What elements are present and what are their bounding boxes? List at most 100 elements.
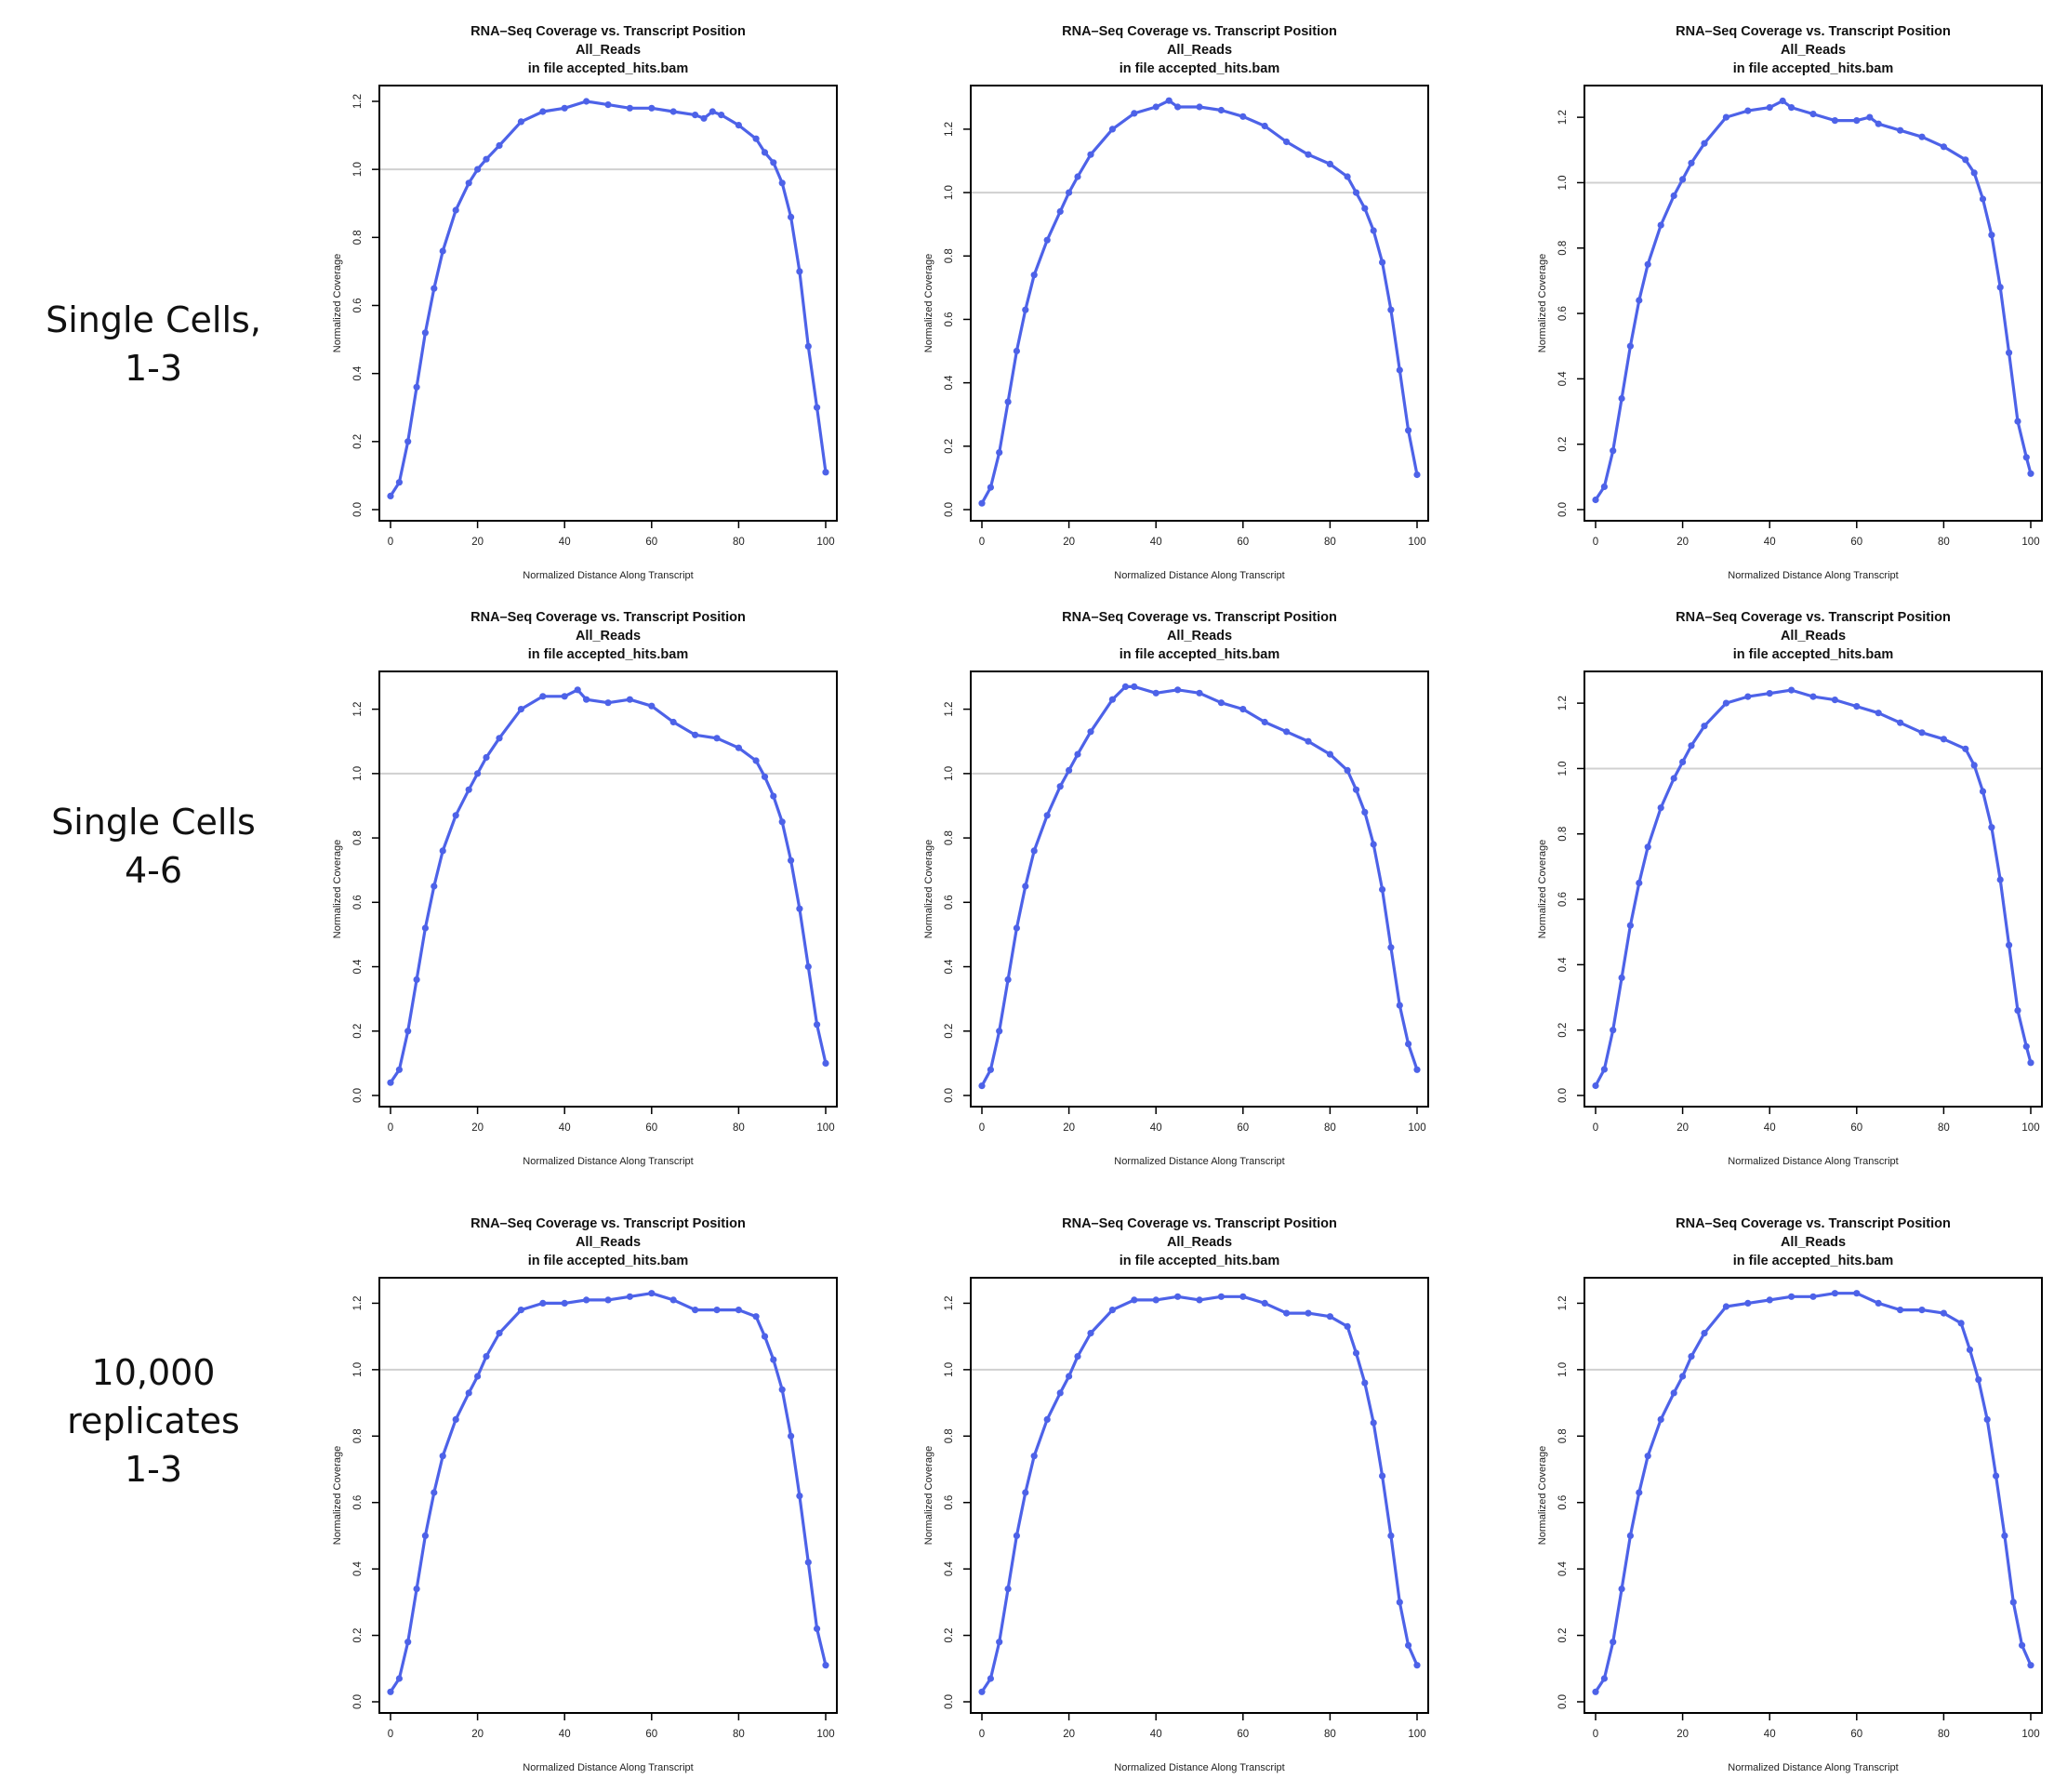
x-axis-label: Normalized Distance Along Transcript [1728,1156,1898,1167]
x-tick-label: 100 [2021,1122,2039,1134]
x-tick-label: 60 [645,1122,657,1134]
x-tick-label: 40 [1764,1729,1776,1740]
coverage-point [1087,151,1094,158]
coverage-point [2022,1042,2030,1050]
coverage-point [814,404,821,411]
plot-frame [1584,85,2043,522]
coverage-point [465,786,472,793]
coverage-point [987,1066,994,1073]
coverage-point [626,104,633,112]
y-tick-label: 0.2 [1557,437,1569,452]
coverage-point [987,484,994,491]
x-axis-label: Normalized Distance Along Transcript [523,1762,693,1773]
coverage-point [1897,719,1904,726]
coverage-point [1013,1532,1020,1539]
coverage-point [1217,699,1225,707]
coverage-point [778,818,786,826]
coverage-point [1043,812,1051,819]
coverage-point [1744,1299,1752,1307]
coverage-point [1831,1290,1838,1297]
coverage-point [1370,227,1377,234]
coverage-point [626,1293,633,1300]
coverage-point [2027,1662,2034,1669]
coverage-point [1196,103,1203,111]
plot-frame [1584,1277,2043,1714]
coverage-point [709,108,716,115]
coverage-point [431,883,438,890]
coverage-point [539,693,547,700]
coverage-point [395,479,403,486]
plot-frame [1584,670,2043,1108]
coverage-point [387,1079,394,1086]
coverage-point [1370,841,1377,848]
plot-frame [378,670,838,1108]
coverage-point [735,1307,742,1314]
coverage-point [474,166,482,173]
coverage-point [713,735,721,742]
coverage-point [2027,1059,2034,1067]
x-tick-label: 60 [1237,537,1249,548]
row-label-2: Single Cells 4-6 [51,802,256,891]
x-tick-label: 40 [559,537,571,548]
x-tick-label: 80 [733,537,745,548]
chart-title-line: RNA–Seq Coverage vs. Transcript Position [470,610,746,625]
y-tick-label: 0.8 [352,830,364,845]
coverage-point [574,686,581,694]
coverage-point [1087,1330,1094,1337]
x-tick-label: 40 [1150,537,1162,548]
coverage-point [778,179,786,187]
row-label-1: Single Cells, 1-3 [46,299,261,389]
coverage-point [1174,1293,1182,1300]
coverage-point [1030,272,1038,279]
coverage-point [395,1675,403,1682]
coverage-point [1688,742,1695,750]
x-tick-label: 60 [1850,1729,1862,1740]
coverage-point [1352,786,1360,793]
coverage-point [1831,117,1838,125]
coverage-point [1918,1307,1926,1314]
coverage-point [539,1299,547,1307]
coverage-point [1108,1307,1116,1314]
coverage-point [1326,750,1333,758]
coverage-point [1626,922,1634,929]
y-tick-label: 0.6 [352,895,364,909]
coverage-point [1196,689,1203,697]
x-axis-label: Normalized Distance Along Transcript [1728,570,1898,581]
coverage-point [1962,156,1969,164]
x-axis-label: Normalized Distance Along Transcript [1114,570,1284,581]
chart-svg: RNA–Seq Coverage vs. Transcript Position… [923,1216,1429,1773]
coverage-line [980,99,1419,504]
coverage-point [752,135,760,142]
chart-title-line: RNA–Seq Coverage vs. Transcript Position [470,1216,746,1231]
x-tick-label: 80 [1324,1122,1336,1134]
coverage-line [1594,1292,2033,1693]
chart-title-line: RNA–Seq Coverage vs. Transcript Position [1062,24,1337,39]
coverage-point [539,108,547,115]
x-tick-label: 80 [733,1122,745,1134]
y-tick-label: 0.0 [352,1694,364,1709]
coverage-point [752,757,760,764]
y-tick-label: 0.4 [944,1561,955,1577]
coverage-point [583,696,590,703]
chart-panel-9: RNA–Seq Coverage vs. Transcript Position… [1512,1211,2054,1778]
coverage-point [1152,103,1160,111]
y-tick-label: 1.0 [944,1362,955,1377]
coverage-point [1361,1379,1369,1387]
coverage-point [804,1559,812,1566]
coverage-point [1379,1472,1386,1480]
x-tick-label: 20 [1063,537,1075,548]
coverage-point [2019,1641,2026,1649]
coverage-point [404,438,412,445]
coverage-point [1004,976,1012,983]
coverage-point [978,1688,986,1695]
coverage-point [718,112,725,119]
coverage-point [561,693,568,700]
chart-title-line: RNA–Seq Coverage vs. Transcript Position [1676,610,1951,625]
coverage-point [1074,1353,1081,1361]
coverage-point [1600,1675,1608,1682]
y-tick-label: 0.8 [1557,241,1569,256]
coverage-point [648,702,656,710]
coverage-point [1996,284,2004,291]
coverage-point [1030,1453,1038,1460]
coverage-point [1940,1309,1947,1317]
